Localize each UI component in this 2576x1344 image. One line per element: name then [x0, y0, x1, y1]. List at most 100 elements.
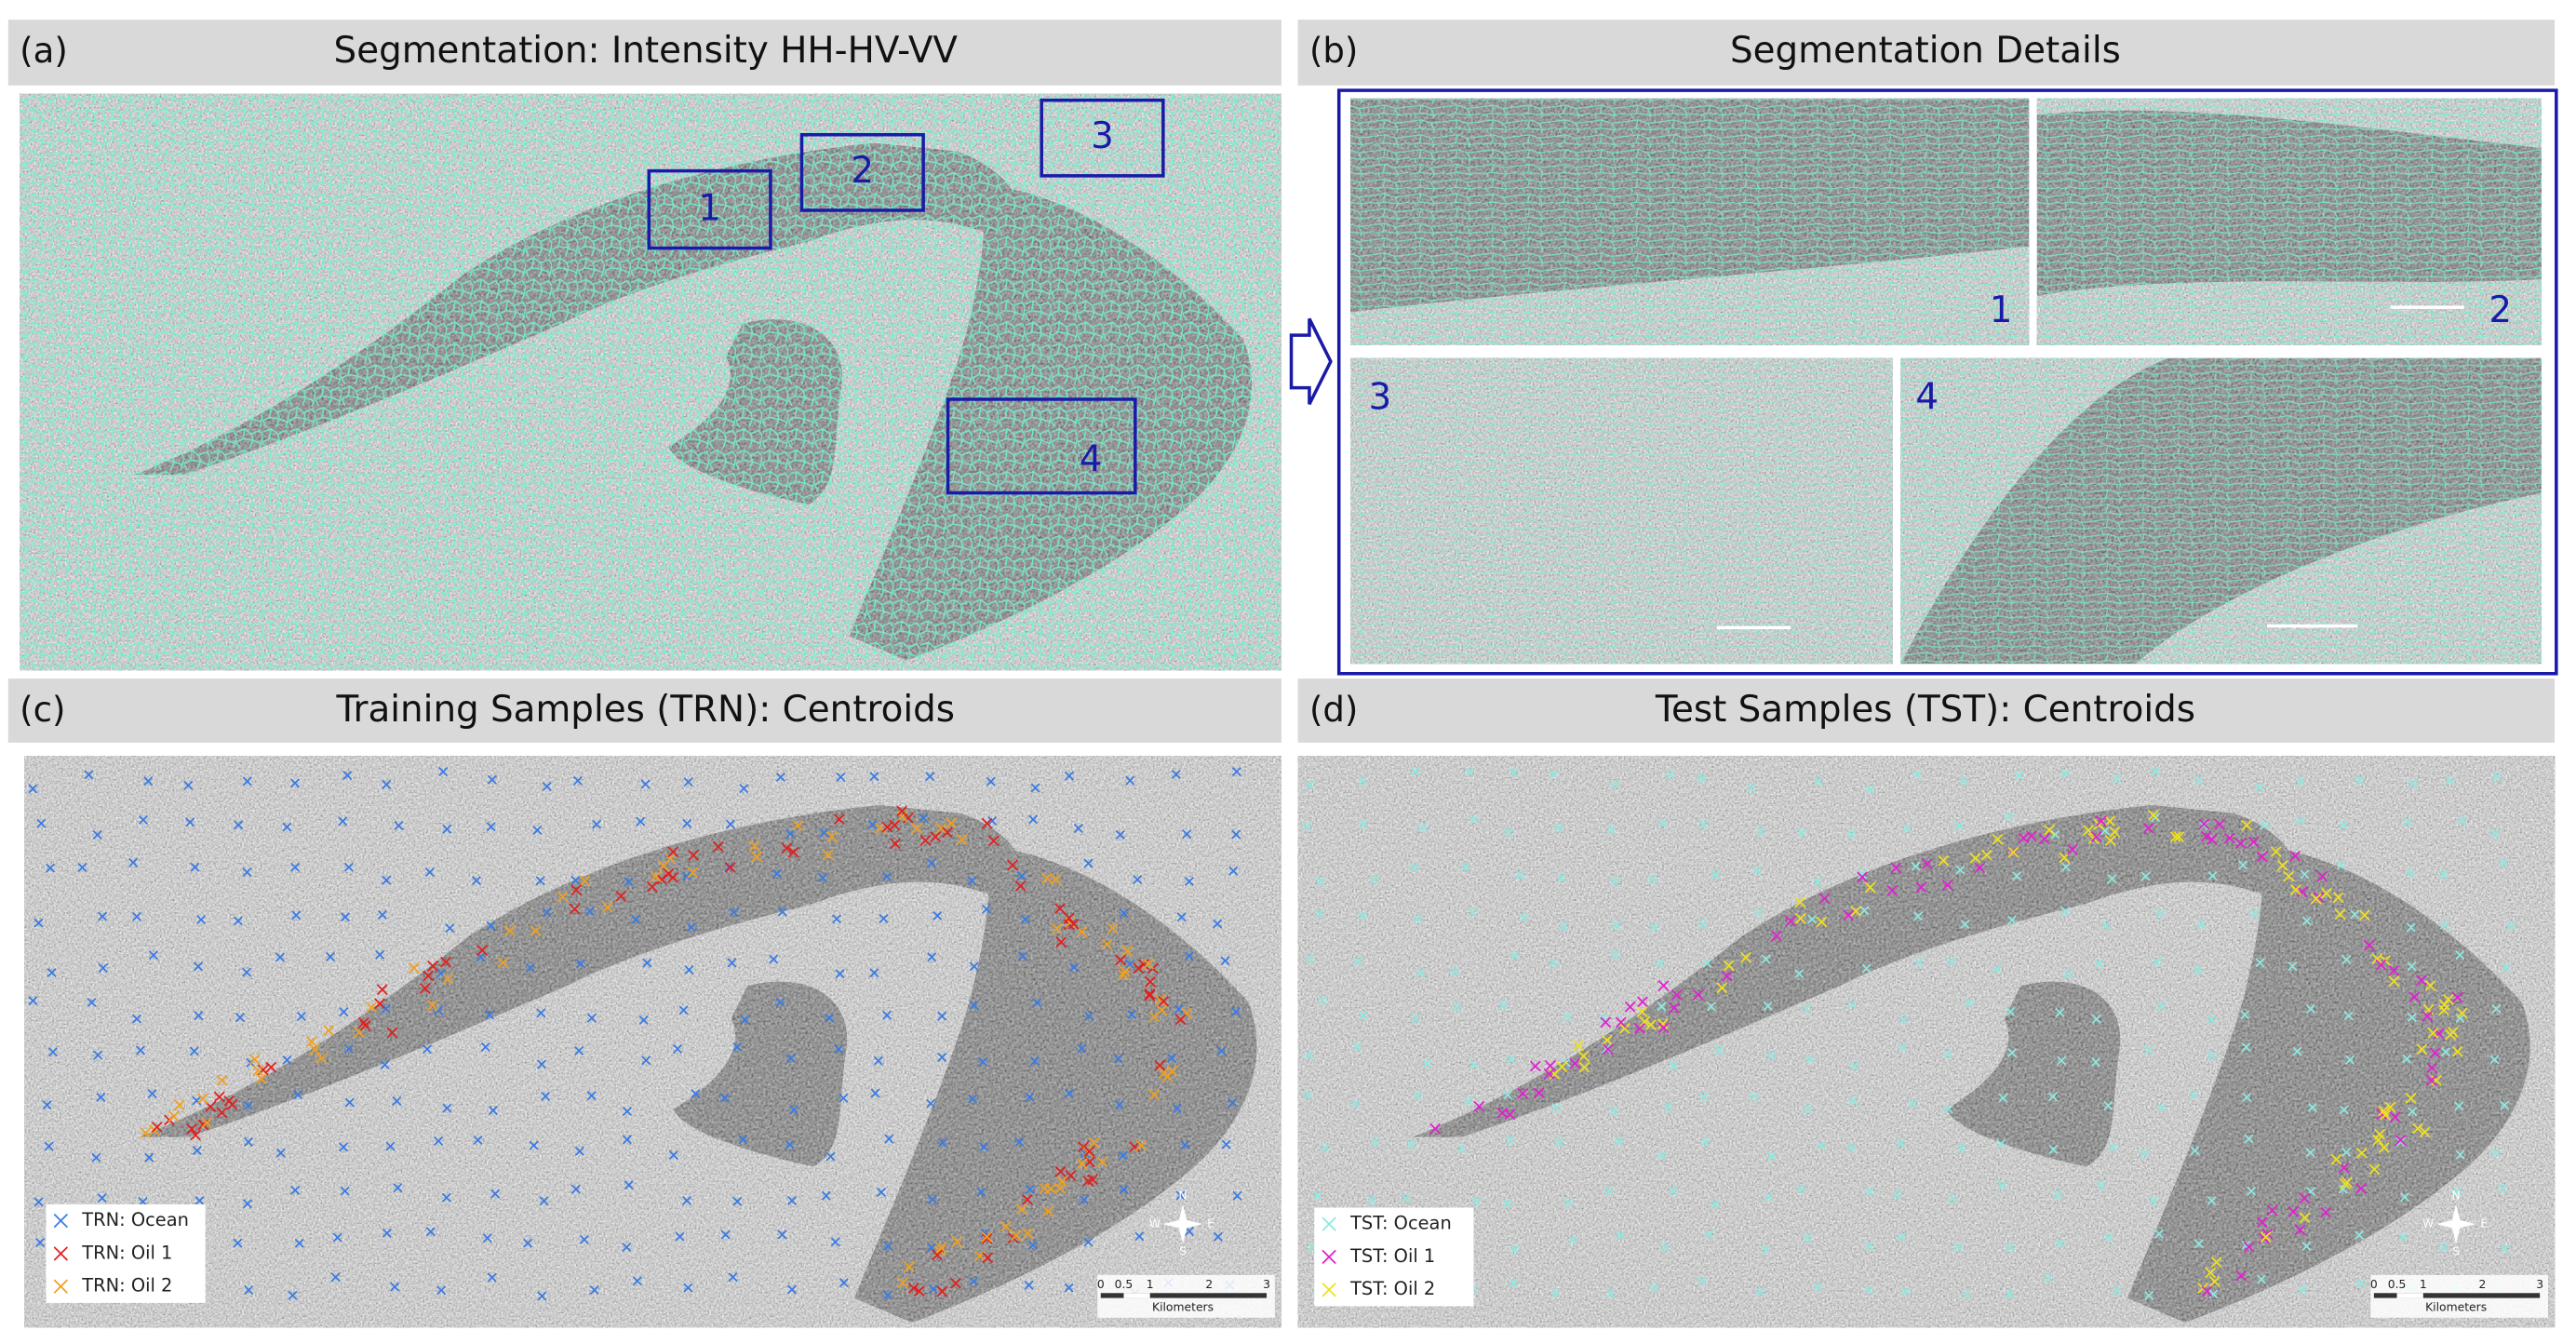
sample-marker: [47, 1047, 58, 1057]
sample-marker: [1182, 829, 1192, 840]
sample-marker: [42, 1100, 52, 1110]
sample-marker: [442, 1103, 452, 1113]
sample-marker: [2419, 1126, 2431, 1138]
sample-marker: [1890, 862, 1902, 874]
sample-marker: [87, 997, 97, 1008]
sample-marker: [291, 910, 302, 921]
sample-marker: [881, 821, 893, 833]
sample-marker: [135, 1045, 146, 1055]
sample-marker: [1016, 871, 1026, 881]
sample-marker: [1549, 1068, 1561, 1080]
sample-marker: [1065, 1170, 1077, 1181]
sample-marker: [419, 982, 431, 994]
sample-marker: [1010, 1230, 1022, 1242]
sample-marker: [2294, 1224, 2306, 1236]
sample-marker: [1803, 1104, 1813, 1114]
sample-marker: [1559, 921, 1569, 932]
sample-marker: [839, 1278, 849, 1288]
sample-marker: [2339, 820, 2349, 830]
sample-marker: [2060, 862, 2071, 872]
sample-marker: [2354, 1230, 2365, 1240]
sample-marker: [1892, 1189, 1902, 1200]
sample-marker: [2456, 1007, 2468, 1019]
sample-marker: [636, 816, 646, 827]
sample-marker: [2299, 1192, 2311, 1204]
inset: 3: [1350, 357, 1893, 665]
segmentation-overlay: [1900, 357, 2542, 665]
sample-marker: [2109, 826, 2121, 838]
sample-marker: [2270, 846, 2282, 857]
sample-marker: [673, 1043, 683, 1054]
sample-marker: [2090, 1057, 2101, 1068]
sample-marker: [2196, 920, 2207, 930]
sample-marker: [1962, 1289, 1972, 1300]
sample-marker: [1655, 958, 1665, 968]
sample-marker: [1025, 1092, 1035, 1102]
sample-marker: [2201, 1285, 2213, 1297]
sample-marker: [720, 1230, 731, 1240]
sample-marker: [1064, 771, 1074, 781]
compass-label: N: [1178, 1189, 1187, 1203]
sample-marker: [2234, 838, 2247, 849]
sample-marker: [1213, 919, 1223, 929]
sample-marker: [792, 820, 804, 831]
sample-marker: [2148, 1196, 2158, 1206]
sample-marker: [2240, 1010, 2250, 1020]
scale-label: 0.5: [2388, 1278, 2407, 1291]
sample-marker: [1032, 998, 1042, 1008]
sample-marker: [1410, 766, 1420, 776]
sample-marker: [1171, 769, 1181, 780]
sample-marker: [91, 1152, 101, 1163]
compass-label: W: [2422, 1217, 2434, 1230]
sample-marker: [2014, 771, 2024, 781]
sample-marker: [1469, 814, 1480, 825]
sample-marker: [1974, 862, 1986, 874]
sample-marker: [911, 823, 923, 834]
sample-marker: [523, 1238, 533, 1248]
sample-marker: [2398, 1231, 2408, 1242]
sample-marker: [2112, 773, 2122, 784]
sample-marker: [876, 1187, 887, 1197]
legend-label: TST: Oil 1: [1349, 1245, 1435, 1267]
panel-title: Segmentation Details: [1730, 30, 2121, 72]
sample-marker: [343, 1043, 354, 1054]
sample-marker: [340, 912, 351, 922]
sample-marker: [213, 1091, 225, 1103]
sample-marker: [2256, 1274, 2266, 1284]
sample-marker: [290, 862, 301, 872]
sample-marker: [919, 834, 932, 846]
legend-label: TRN: Oil 1: [81, 1242, 172, 1263]
sample-marker: [1955, 865, 1966, 875]
sample-marker: [1302, 821, 1312, 831]
sample-marker: [981, 1231, 993, 1243]
sample-marker: [425, 1227, 436, 1237]
sample-marker: [822, 849, 834, 861]
sample-marker: [2055, 1238, 2065, 1249]
box-number: 2: [851, 150, 874, 192]
sample-marker: [1898, 1015, 1909, 1025]
sample-marker: [1649, 922, 1659, 933]
sample-marker: [667, 846, 679, 858]
sample-marker: [2332, 892, 2344, 904]
sample-marker: [2048, 1144, 2059, 1154]
sample-marker: [1533, 1087, 1545, 1099]
sample-marker: [1216, 1046, 1227, 1056]
panel-d-image: TST: Ocean TST: Oil 1 TST: Oil 2 0 0.5 1 2 3 Kil…: [1297, 756, 2556, 1328]
sample-marker: [2301, 916, 2312, 926]
sample-marker: [919, 813, 929, 824]
sample-marker: [1314, 908, 1324, 919]
sample-marker: [1509, 1244, 1520, 1255]
sample-marker: [252, 1065, 264, 1077]
sample-marker: [2169, 831, 2181, 842]
sample-marker: [881, 871, 892, 881]
sample-marker: [1056, 1176, 1068, 1188]
sample-marker: [586, 1013, 597, 1023]
sample-marker: [1025, 1184, 1035, 1194]
sample-marker: [1064, 1088, 1074, 1098]
sample-marker: [1418, 822, 1429, 832]
sample-marker: [830, 1237, 840, 1247]
sample-marker: [732, 1042, 743, 1052]
legend-box: [46, 1203, 206, 1303]
sample-marker: [1305, 954, 1315, 964]
sample-marker: [879, 913, 889, 923]
